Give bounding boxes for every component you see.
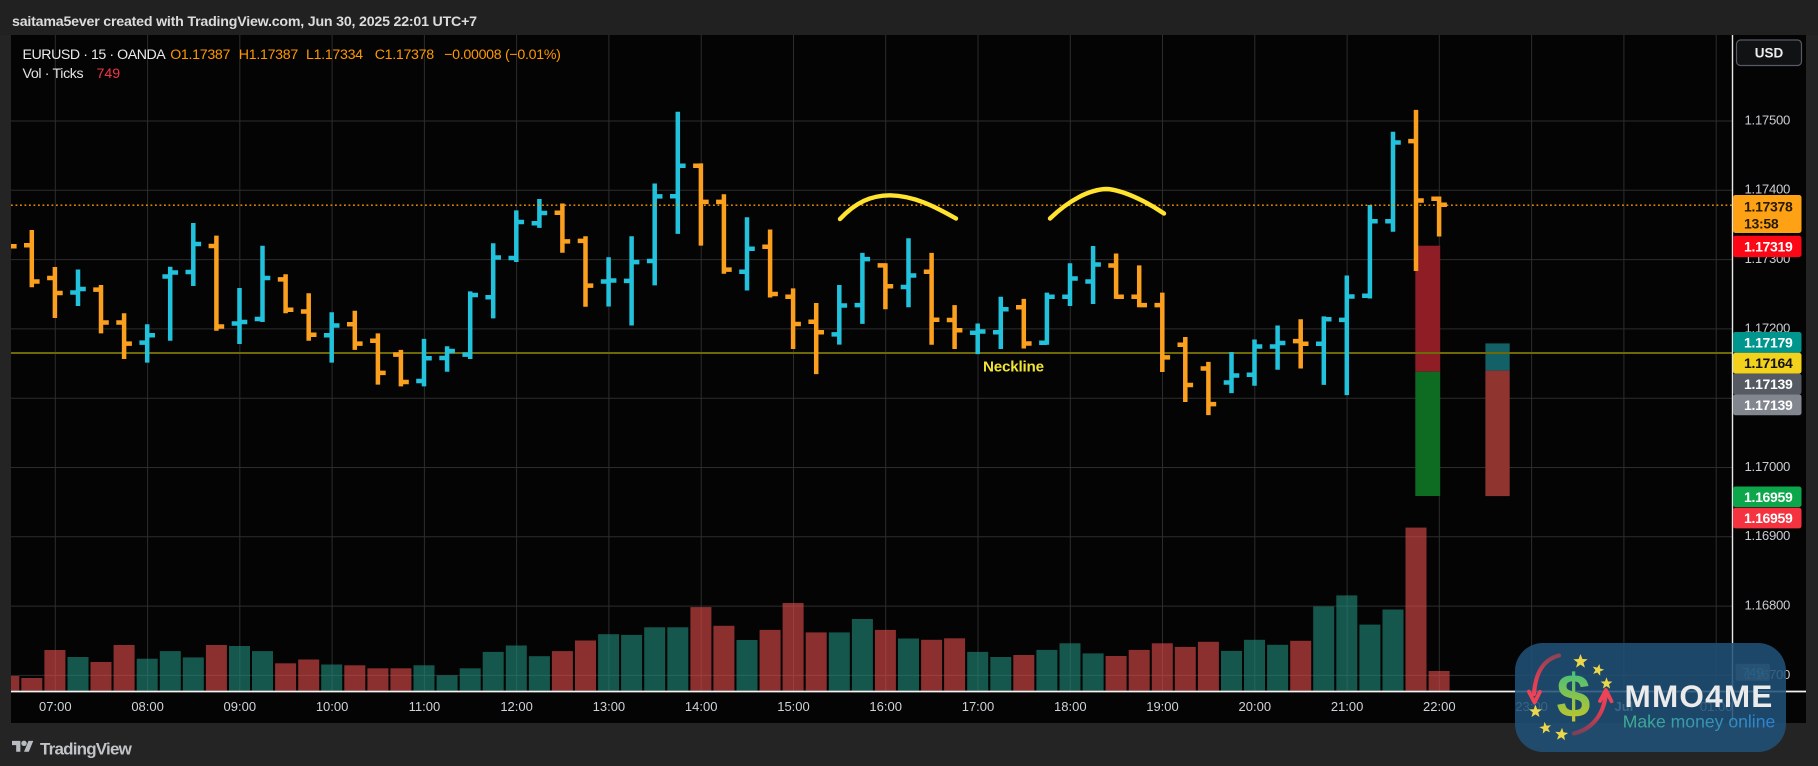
svg-text:07:00: 07:00 [39,699,72,714]
svg-text:1.17500: 1.17500 [1745,112,1791,127]
svg-text:1.17400: 1.17400 [1745,182,1791,197]
svg-text:18:00: 18:00 [1054,699,1087,714]
svg-text:22:00: 22:00 [1423,699,1456,714]
svg-text:08:00: 08:00 [131,699,164,714]
svg-text:1.17139: 1.17139 [1744,397,1793,413]
svg-text:1.16959: 1.16959 [1744,510,1793,526]
svg-text:TradingView: TradingView [40,740,133,759]
svg-text:1.17139: 1.17139 [1744,376,1793,392]
svg-text:−0.00008 (−0.01%): −0.00008 (−0.01%) [444,47,560,63]
svg-text:11:00: 11:00 [409,699,441,714]
svg-text:20:00: 20:00 [1239,699,1272,714]
svg-text:Neckline: Neckline [983,359,1044,376]
svg-text:EURUSD · 15 · OANDA: EURUSD · 15 · OANDA [23,47,167,63]
svg-text:1.17164: 1.17164 [1744,355,1793,371]
svg-text:1.17200: 1.17200 [1745,320,1791,335]
svg-text:Vol · Ticks: Vol · Ticks [23,66,84,82]
svg-text:L1.17334: L1.17334 [306,47,363,63]
svg-text:21:00: 21:00 [1331,699,1364,714]
svg-text:10:00: 10:00 [316,699,349,714]
svg-text:13:00: 13:00 [593,699,626,714]
svg-text:C1.17378: C1.17378 [375,47,435,63]
svg-text:$: $ [1557,662,1591,730]
svg-text:O1.17387: O1.17387 [170,47,230,63]
svg-text:12:00: 12:00 [500,699,533,714]
svg-text:19:00: 19:00 [1146,699,1179,714]
svg-text:1.17378: 1.17378 [1744,198,1793,214]
svg-text:1.16959: 1.16959 [1744,489,1793,505]
svg-text:13:58: 13:58 [1744,216,1779,232]
svg-text:H1.17387: H1.17387 [239,47,299,63]
svg-text:749: 749 [97,66,121,82]
svg-text:15:00: 15:00 [777,699,810,714]
svg-text:1.17179: 1.17179 [1744,334,1793,350]
svg-text:MMO4ME: MMO4ME [1625,678,1774,714]
svg-text:17:00: 17:00 [962,699,995,714]
svg-text:USD: USD [1755,46,1784,61]
svg-text:1.17319: 1.17319 [1744,239,1793,255]
svg-text:1.16800: 1.16800 [1745,598,1791,613]
svg-text:1.16900: 1.16900 [1745,528,1791,543]
svg-text:14:00: 14:00 [685,699,718,714]
svg-text:saitama5ever created with Trad: saitama5ever created with TradingView.co… [12,14,477,30]
svg-text:1.17000: 1.17000 [1745,459,1791,474]
svg-text:09:00: 09:00 [224,699,257,714]
svg-text:16:00: 16:00 [869,699,902,714]
svg-text:Make money online: Make money online [1623,712,1776,732]
